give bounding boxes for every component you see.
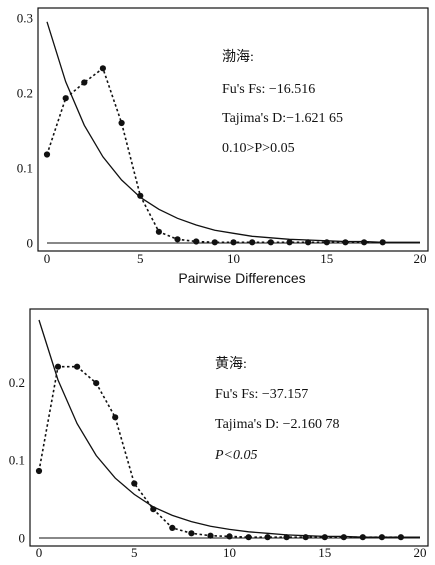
observed-point [174,236,181,243]
annotation-p-value: 0.10>P>0.05 [222,141,295,156]
observed-point [131,480,138,487]
observed-point [359,534,366,541]
observed-point [302,534,309,541]
y-tick-label: 0.2 [9,375,25,390]
y-tick-label: 0 [27,236,34,251]
observed-point [62,95,69,102]
observed-point [267,239,274,246]
observed-point [43,151,51,158]
bohai-panel: 渤海: Fu's Fs: −16.516 Tajima's D:−1.621 6… [17,7,429,286]
x-axis-label: Pairwise Differences [178,270,305,286]
observed-point [188,530,195,537]
observed-point [378,534,385,541]
annotation-tajima-d: Tajima's D: −2.160 78 [215,417,340,432]
observed-point [35,467,43,475]
annotation-region-title: 渤海: [222,49,254,65]
observed-point [397,534,404,541]
observed-point [93,380,100,387]
x-tick-label: 15 [320,251,333,266]
x-tick-label: 0 [36,545,43,560]
x-tick-label: 0 [44,251,51,266]
observed-point [323,239,330,246]
observed-point [361,239,368,246]
annotation-fu-fs: Fu's Fs: −16.516 [222,82,315,97]
annotation-region-title: 黄海: [215,355,247,372]
observed-point [118,119,125,127]
observed-point [99,65,106,72]
observed-point [155,228,162,235]
observed-point [379,239,386,246]
observed-point [249,239,256,246]
observed-distribution-line [38,365,401,538]
plot-frame [37,7,429,252]
observed-point [283,534,290,541]
y-tick-label: 0 [19,531,26,546]
x-tick-label: 20 [414,545,427,560]
observed-point [207,532,214,539]
observed-point [74,363,81,370]
observed-point [169,524,176,532]
observed-point [305,239,312,246]
observed-point [150,506,157,513]
observed-point [230,239,237,246]
x-tick-label: 15 [318,545,331,560]
y-tick-label: 0.1 [9,453,25,468]
annotation-tajima-d: Tajima's D:−1.621 65 [222,111,343,126]
observed-point [340,534,347,541]
x-tick-label: 5 [137,251,144,266]
huanghai-panel: 黄海: Fu's Fs: −37.157 Tajima's D: −2.160 … [9,308,429,560]
annotation-p-value: P<0.05 [214,448,258,463]
y-tick-label: 0.1 [17,161,33,176]
observed-point [112,414,119,421]
x-tick-label: 5 [131,545,138,560]
observed-point [137,192,144,199]
annotation-fu-fs: Fu's Fs: −37.157 [215,387,308,402]
observed-point [286,239,293,246]
x-tick-label: 10 [227,251,240,266]
observed-point [211,239,218,246]
observed-point [81,79,88,86]
x-tick-label: 10 [223,545,236,560]
plot-frame [29,308,429,547]
observed-point [54,363,62,370]
observed-point [245,534,252,541]
y-tick-label: 0.2 [17,86,33,101]
observed-point [321,534,328,541]
observed-point [264,534,271,541]
observed-point [226,533,233,540]
observed-point [342,239,349,246]
observed-point [193,238,200,245]
y-tick-label: 0.3 [17,11,33,26]
x-tick-label: 20 [414,251,427,266]
